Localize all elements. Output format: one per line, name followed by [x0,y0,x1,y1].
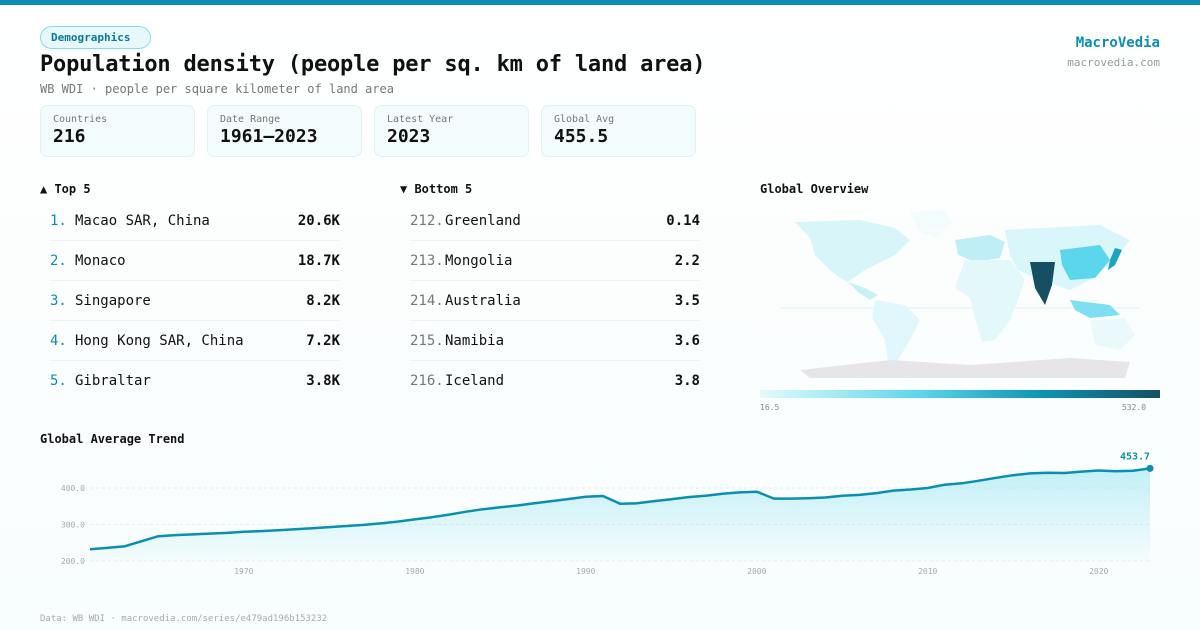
rank: 2. [50,252,67,269]
density-value: 3.6 [674,332,700,349]
footer-source: Data: WB WDI · macrovedia.com/series/e47… [40,614,328,624]
page-subtitle: WB WDI · people per square kilometer of … [40,82,395,96]
list-item[interactable]: 2. Monaco 18.7K [50,241,340,281]
rank: 5. [50,373,67,389]
stat-global-avg: Global Avg 455.5 [541,105,696,157]
stat-label: Latest Year [387,114,454,125]
y-tick-label: 400.0 [61,484,85,493]
country-name: Hong Kong SAR, China [75,332,244,349]
rank: 1. [50,212,67,229]
x-tick-label: 2000 [747,567,766,576]
map-title: Global Overview [760,182,869,196]
list-item[interactable]: 1. Macao SAR, China 20.6K [50,201,340,241]
brand-url[interactable]: macrovedia.com [1067,56,1160,69]
bottom5-list: 212. Greenland 0.14 213. Mongolia 2.2 214. Aust… [410,201,700,401]
map-color-scale [760,390,1160,398]
top5-title: ▲ Top 5 [40,182,91,196]
rank: 214. [410,292,444,309]
stat-value: 455.5 [554,126,609,147]
region-australia[interactable] [1090,318,1135,350]
stat-value: 216 [53,126,86,147]
stat-value: 1961–2023 [220,126,318,147]
country-name: Namibia [445,332,505,349]
country-name: Iceland [445,373,505,389]
x-tick-label: 2020 [1089,567,1108,576]
legend-min: 16.5 [760,403,780,412]
country-name: Macao SAR, China [75,212,210,229]
list-item[interactable]: 5. Gibraltar 3.8K [50,361,340,401]
region-central-america[interactable] [848,282,878,300]
country-name: Australia [445,292,521,309]
density-value: 3.8 [674,373,700,389]
rank: 3. [50,292,67,309]
density-value: 7.2K [306,332,340,349]
rank: 215. [410,332,444,349]
region-japan[interactable] [1108,248,1122,270]
stat-date-range: Date Range 1961–2023 [207,105,362,157]
page-title: Population density (people per sq. km of… [40,52,706,77]
trend-chart[interactable]: 200.0 300.0 400.0 1970 1980 1990 2000 2010 2020 4… [0,440,1200,585]
region-india[interactable] [1030,262,1055,305]
end-point[interactable] [1146,464,1154,472]
list-item[interactable]: 3. Singapore 8.2K [50,281,340,321]
density-value: 3.8K [306,373,340,389]
region-antarctica[interactable] [800,358,1130,378]
region-africa[interactable] [955,260,1025,342]
rank: 4. [50,332,67,349]
list-item[interactable]: 212. Greenland 0.14 [410,201,700,241]
density-value: 20.6K [297,212,340,229]
category-badge[interactable]: Demographics [40,26,152,49]
region-china[interactable] [1060,245,1110,280]
trend-line[interactable] [89,467,1151,551]
stat-label: Date Range [220,114,281,125]
x-tick-label: 2010 [918,567,937,576]
density-value: 3.5 [674,292,700,309]
list-item[interactable]: 213. Mongolia 2.2 [410,241,700,281]
stats-row: Countries 216 Date Range 1961–2023 Latest … [40,105,696,157]
list-item[interactable]: 214. Australia 3.5 [410,281,700,321]
region-southeast-asia[interactable] [1070,300,1120,318]
country-name: Gibraltar [75,373,151,389]
region-europe[interactable] [955,235,1005,262]
x-tick-label: 1990 [576,567,595,576]
country-name: Singapore [75,292,151,309]
stat-label: Global Avg [554,114,615,125]
region-greenland[interactable] [910,210,952,238]
area-fill [90,468,1150,561]
legend-max: 532.0 [1122,403,1147,412]
country-name: Monaco [75,252,126,269]
stat-countries: Countries 216 [40,105,195,157]
bottom5-title: ▼ Bottom 5 [400,182,473,196]
rank: 213. [410,252,444,269]
region-south-america[interactable] [872,300,920,365]
density-value: 2.2 [674,252,700,269]
list-item[interactable]: 4. Hong Kong SAR, China 7.2K [50,321,340,361]
top5-list: 1. Macao SAR, China 20.6K 2. Monaco 18.7K 3. Si… [50,201,340,401]
rank: 216. [410,373,444,389]
list-item[interactable]: 216. Iceland 3.8 [410,361,700,401]
rank: 212. [410,212,444,229]
world-map[interactable] [770,200,1160,380]
y-tick-label: 200.0 [61,557,85,566]
list-item[interactable]: 215. Namibia 3.6 [410,321,700,361]
top-accent-bar [0,0,1200,5]
trend-title: Global Average Trend [40,432,185,446]
y-tick-label: 300.0 [61,521,85,530]
stat-latest-year: Latest Year 2023 [374,105,529,157]
x-tick-label: 1980 [405,567,424,576]
stat-value: 2023 [387,126,431,147]
density-value: 8.2K [306,292,340,309]
country-name: Greenland [445,212,521,229]
country-name: Mongolia [445,252,513,269]
brand-logo[interactable]: MacroVedia [1075,35,1160,51]
stat-label: Countries [53,114,108,125]
region-north-america[interactable] [795,220,910,282]
x-tick-label: 1970 [234,567,253,576]
density-value: 0.14 [666,212,700,229]
end-value-label: 453.7 [1120,451,1150,462]
density-value: 18.7K [297,252,340,269]
